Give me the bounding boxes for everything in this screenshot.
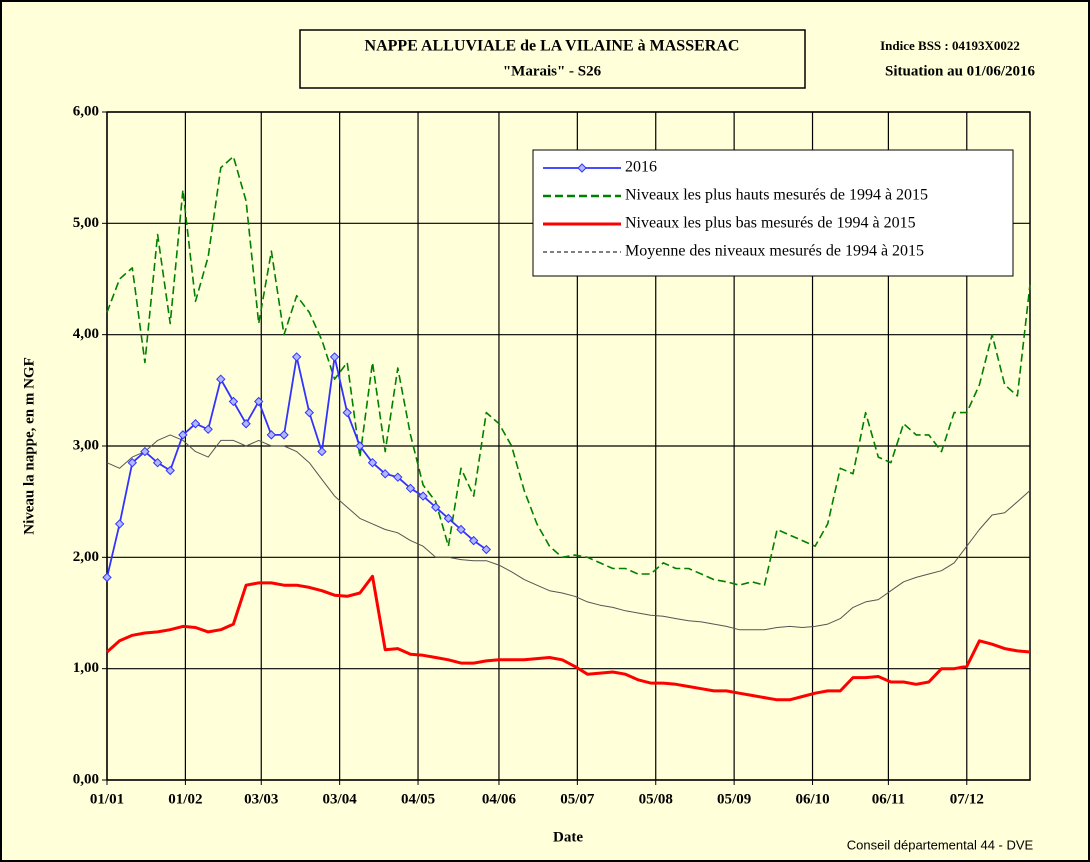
- data-point: [405, 483, 416, 494]
- data-line: [106, 155, 1031, 586]
- annotation: Situation au 01/06/2016: [885, 63, 1036, 79]
- data-point: [279, 430, 289, 440]
- data-point: [140, 446, 150, 457]
- data-point: [431, 502, 441, 512]
- y-tick-label: 0,00: [73, 771, 99, 787]
- x-tick-label: 03/04: [323, 791, 358, 807]
- data-point: [342, 407, 352, 418]
- data-point: [241, 419, 251, 429]
- y-tick-label: 3,00: [73, 437, 99, 453]
- y-tick-label: 5,00: [73, 215, 99, 231]
- legend-box: [532, 149, 1014, 277]
- data-point: [481, 544, 492, 555]
- legend-label: Niveaux les plus bas mesurés de 1994 à 2…: [625, 215, 916, 232]
- data-point: [203, 424, 213, 435]
- data-point: [393, 472, 403, 482]
- legend-label: 2016: [625, 159, 657, 176]
- x-tick-label: 01/01: [90, 791, 124, 807]
- data-point: [178, 430, 188, 440]
- x-tick-label: 03/03: [244, 791, 278, 807]
- data-point: [254, 396, 264, 407]
- data-point: [304, 407, 315, 418]
- x-tick-label: 06/11: [872, 791, 905, 807]
- data-point: [102, 572, 112, 583]
- data-point: [456, 524, 466, 535]
- x-tick-label: 05/08: [639, 791, 673, 807]
- data-point: [228, 396, 239, 407]
- data-point: [127, 457, 137, 468]
- x-tick-label: 07/12: [950, 791, 984, 807]
- data-point: [216, 374, 226, 384]
- legend-label: Moyenne des niveaux mesurés de 1994 à 20…: [625, 243, 924, 260]
- data-point: [317, 446, 327, 457]
- title-box: [299, 29, 806, 89]
- data-point: [418, 491, 428, 501]
- data-point: [355, 441, 365, 451]
- data-point: [380, 469, 390, 479]
- data-point: [152, 457, 163, 468]
- x-tick-label: 01/02: [168, 791, 202, 807]
- x-tick-label: 04/06: [482, 791, 517, 807]
- legend-label: Niveaux les plus hauts mesurés de 1994 à…: [625, 187, 928, 204]
- x-axis-label: Date: [553, 829, 583, 845]
- x-tick-label: 06/10: [795, 791, 829, 807]
- data-point: [190, 419, 201, 429]
- y-tick-label: 1,00: [73, 660, 99, 676]
- chart-title: NAPPE ALLUVIALE de LA VILAINE à MASSERAC: [365, 38, 740, 55]
- x-tick-label: 05/07: [560, 791, 595, 807]
- annotation: Conseil départemental 44 - DVE: [847, 837, 1034, 852]
- data-point: [367, 457, 378, 468]
- y-tick-label: 4,00: [73, 326, 99, 342]
- x-tick-label: 04/05: [401, 791, 435, 807]
- y-axis-label: Niveau la nappe, en m NGF: [21, 357, 37, 535]
- data-point: [114, 519, 125, 529]
- annotation: Indice BSS : 04193X0022: [880, 38, 1020, 53]
- chart-subtitle: "Marais" - S26: [503, 63, 602, 79]
- data-point: [291, 352, 302, 362]
- y-tick-label: 2,00: [73, 549, 99, 565]
- legend-marker: [577, 163, 587, 173]
- x-tick-label: 05/09: [717, 791, 751, 807]
- data-line: [106, 434, 1031, 631]
- data-point: [329, 352, 340, 362]
- data-point: [165, 465, 175, 476]
- data-point: [443, 513, 454, 524]
- y-tick-label: 6,00: [73, 103, 99, 119]
- data-point: [266, 430, 277, 440]
- data-line: [106, 574, 1031, 702]
- data-point: [468, 535, 479, 546]
